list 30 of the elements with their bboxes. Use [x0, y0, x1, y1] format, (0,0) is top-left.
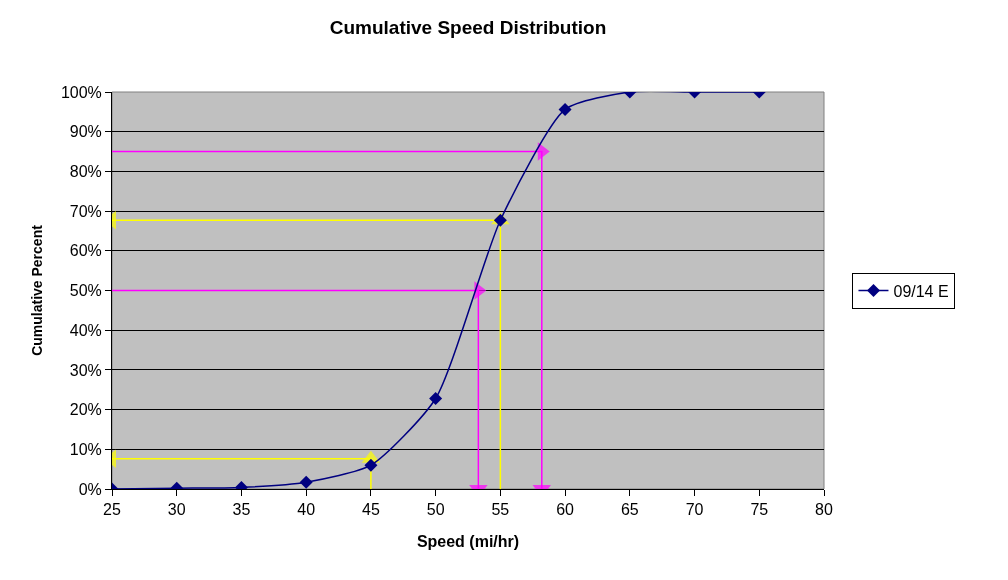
y-tick-label: 80% [69, 163, 102, 180]
y-tick-label: 100% [60, 83, 102, 101]
y-tick-label: 70% [69, 202, 102, 220]
x-tick-label: 40 [297, 501, 316, 519]
point [429, 391, 443, 405]
x-tick-label: 60 [556, 501, 575, 519]
y-tick-label: 0% [78, 480, 102, 498]
x-tick-label: 80 [815, 501, 833, 519]
y-tick-label: 50% [69, 282, 102, 300]
x-axis-title: Speed (mi/hr) [416, 532, 520, 550]
x-tick-label: 75 [750, 501, 769, 519]
x-tick-label: 70 [685, 501, 704, 519]
x-tick-label: 55 [491, 501, 510, 519]
y-tick-label: 10% [69, 440, 102, 458]
y-tick-label: 20% [69, 401, 102, 419]
y-tick-label: 60% [69, 242, 102, 260]
y-tick-label: 40% [69, 321, 102, 339]
x-tick-label: 30 [167, 501, 186, 519]
x-tick-label: 65 [620, 501, 639, 519]
x-tick-label: 50 [426, 501, 445, 519]
legend-label: 09/14 E [893, 282, 949, 300]
point [299, 475, 313, 489]
x-tick-label: 25 [103, 501, 121, 519]
x-tick-label: 35 [232, 501, 251, 519]
y-axis-title: Cumulative Percent [29, 224, 46, 356]
chart-title: Cumulative Speed Distribution [329, 16, 607, 38]
point [558, 102, 572, 116]
y-tick-label: 90% [69, 123, 102, 141]
x-tick-label: 45 [362, 501, 380, 519]
y-tick-label: 30% [69, 361, 102, 379]
